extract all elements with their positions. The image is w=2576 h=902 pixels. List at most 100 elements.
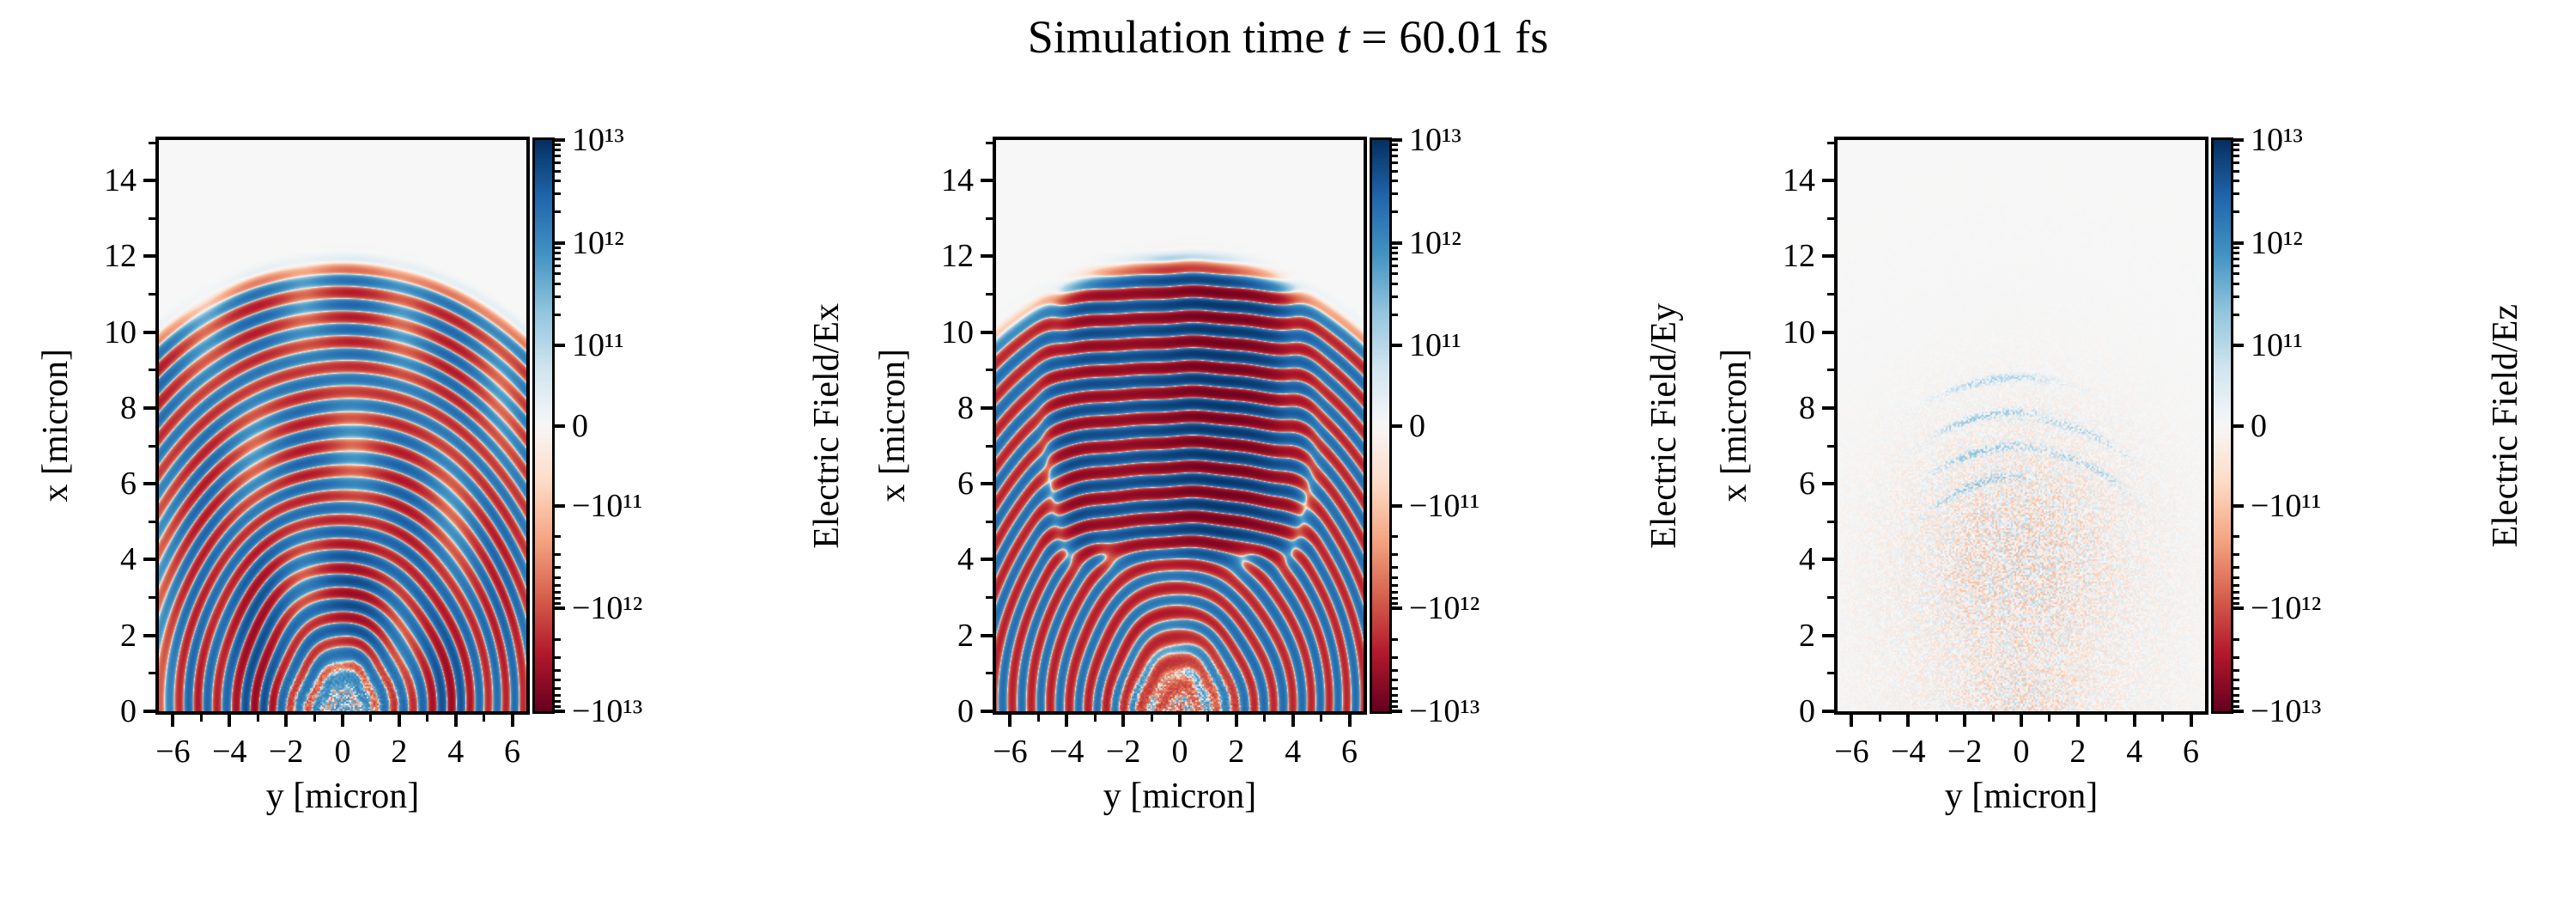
- x-tick-label: −6: [155, 734, 191, 770]
- y-tick-label: 0: [1799, 693, 1815, 729]
- colorbar-minor-tick: [1392, 251, 1398, 254]
- colorbar-minor-tick: [555, 257, 561, 260]
- x-minor-tick: [199, 715, 203, 722]
- colorbar-minor-tick: [2233, 655, 2239, 659]
- colorbar-minor-tick: [555, 180, 561, 183]
- colorbar-minor-tick: [2233, 295, 2239, 298]
- y-minor-tick: [1827, 293, 1834, 296]
- x-tick-label: 6: [504, 734, 521, 770]
- y-major-tick: [1822, 405, 1834, 410]
- x-tick-label: 2: [391, 734, 408, 770]
- colorbar-minor-tick: [2233, 169, 2239, 173]
- colorbar-minor-tick: [2233, 143, 2239, 146]
- colorbar-minor-tick: [1392, 257, 1398, 260]
- colorbar-minor-tick: [2233, 576, 2239, 579]
- colorbar-minor-tick: [2233, 686, 2239, 690]
- colorbar-minor-tick: [2233, 637, 2239, 641]
- colorbar-tick-label: 0: [1409, 407, 1425, 444]
- x-major-tick: [171, 715, 175, 727]
- y-major-tick: [1822, 558, 1834, 562]
- y-major-tick: [981, 633, 993, 637]
- colorbar-tick-label: −10¹¹: [572, 487, 643, 524]
- x-minor-tick: [313, 715, 316, 722]
- y-minor-tick: [986, 520, 993, 523]
- colorbar-minor-tick: [1392, 668, 1398, 672]
- x-major-tick: [510, 715, 514, 727]
- x-tick-label: −6: [1834, 734, 1869, 770]
- colorbar-major-tick: [555, 503, 565, 508]
- colorbar-minor-tick: [2233, 699, 2239, 703]
- x-major-tick: [228, 715, 232, 727]
- colorbar-minor-tick: [1392, 282, 1398, 285]
- x-tick-label: 4: [2126, 734, 2143, 770]
- colorbar-minor-tick: [1392, 272, 1398, 276]
- x-major-tick: [1963, 715, 1967, 727]
- colorbar-minor-tick: [2233, 679, 2239, 682]
- y-tick-label: 14: [1783, 162, 1815, 199]
- colorbar-gradient-ez: [2214, 140, 2231, 711]
- y-major-tick: [143, 405, 155, 410]
- colorbar-tick-label: 10¹¹: [2251, 327, 2303, 364]
- colorbar-tick-label: 10¹³: [2251, 122, 2303, 158]
- y-tick-label: 10: [941, 314, 974, 350]
- colorbar-minor-tick: [2233, 693, 2239, 697]
- heatmap-panel-ez: 0 2 4 6 8 10 12 14 −6 −4 −2 0 2 4 6: [1783, 137, 2208, 770]
- y-minor-tick: [1827, 141, 1834, 144]
- colorbar-minor-tick: [555, 591, 561, 594]
- y-tick-label: 10: [1783, 314, 1815, 350]
- colorbar-minor-tick: [555, 566, 561, 570]
- y-tick-label: 4: [120, 541, 137, 578]
- colorbar-tick-label: 10¹¹: [1409, 327, 1461, 364]
- colorbar-minor-tick: [2233, 553, 2239, 557]
- colorbar-major-tick: [555, 424, 565, 428]
- colorbar-minor-tick: [555, 553, 561, 557]
- colorbar-minor-tick: [2233, 251, 2239, 254]
- y-tick-label: 8: [120, 389, 137, 426]
- y-axis-label-text: x [micron]: [1715, 349, 1754, 503]
- colorbar-major-tick: [2233, 344, 2244, 348]
- y-tick-label: 12: [941, 238, 974, 275]
- colorbar-tick-label: 0: [572, 407, 588, 444]
- colorbar-minor-tick: [2233, 210, 2239, 214]
- colorbar-minor-tick: [2233, 162, 2239, 165]
- y-minor-tick: [1827, 444, 1834, 448]
- x-minor-tick: [256, 715, 259, 722]
- x-minor-tick: [1320, 715, 1323, 722]
- title-time-variable: t: [1336, 11, 1350, 63]
- colorbar-minor-tick: [1392, 693, 1398, 697]
- colorbar-major-tick: [1392, 424, 1402, 428]
- y-major-tick: [1822, 179, 1834, 183]
- x-minor-tick: [369, 715, 373, 722]
- colorbar-minor-tick: [1392, 143, 1398, 146]
- y-minor-tick: [149, 520, 155, 523]
- colorbar-major-tick: [555, 241, 565, 245]
- colorbar-label-ex-text: Electric Field/Ex: [807, 302, 847, 549]
- y-major-tick: [981, 330, 993, 334]
- x-tick-label: 0: [2013, 734, 2030, 770]
- colorbar-label-ey-text: Electric Field/Ey: [1644, 302, 1684, 549]
- x-minor-tick: [1263, 715, 1267, 722]
- y-tick-label: 6: [1799, 466, 1815, 503]
- x-tick-label: −2: [1947, 734, 1983, 770]
- colorbar-minor-tick: [2233, 264, 2239, 267]
- x-tick-label: 2: [1228, 734, 1245, 770]
- y-minor-tick: [149, 216, 155, 220]
- colorbar-major-tick: [1392, 503, 1402, 508]
- x-major-tick: [2075, 715, 2080, 727]
- y-minor-tick: [149, 672, 155, 675]
- colorbar-minor-tick: [555, 162, 561, 165]
- colorbar-minor-tick: [1392, 576, 1398, 579]
- colorbar-minor-tick: [555, 705, 561, 709]
- colorbar-minor-tick: [555, 210, 561, 214]
- title-suffix: = 60.01 fs: [1349, 11, 1549, 63]
- colorbar-major-tick: [555, 606, 565, 611]
- colorbar-minor-tick: [1392, 180, 1398, 183]
- colorbar-major-tick: [2233, 138, 2244, 142]
- y-major-tick: [981, 710, 993, 713]
- y-major-tick: [143, 710, 155, 713]
- y-tick-label: 12: [1783, 238, 1815, 275]
- heatmap-panel-ex: 0 2 4 6 8 10 12 14 −6 −4 −2 0 2 4 6: [104, 137, 530, 770]
- colorbar-tick-label: −10¹²: [572, 590, 643, 627]
- x-major-tick: [1234, 715, 1238, 727]
- colorbar-minor-tick: [555, 192, 561, 196]
